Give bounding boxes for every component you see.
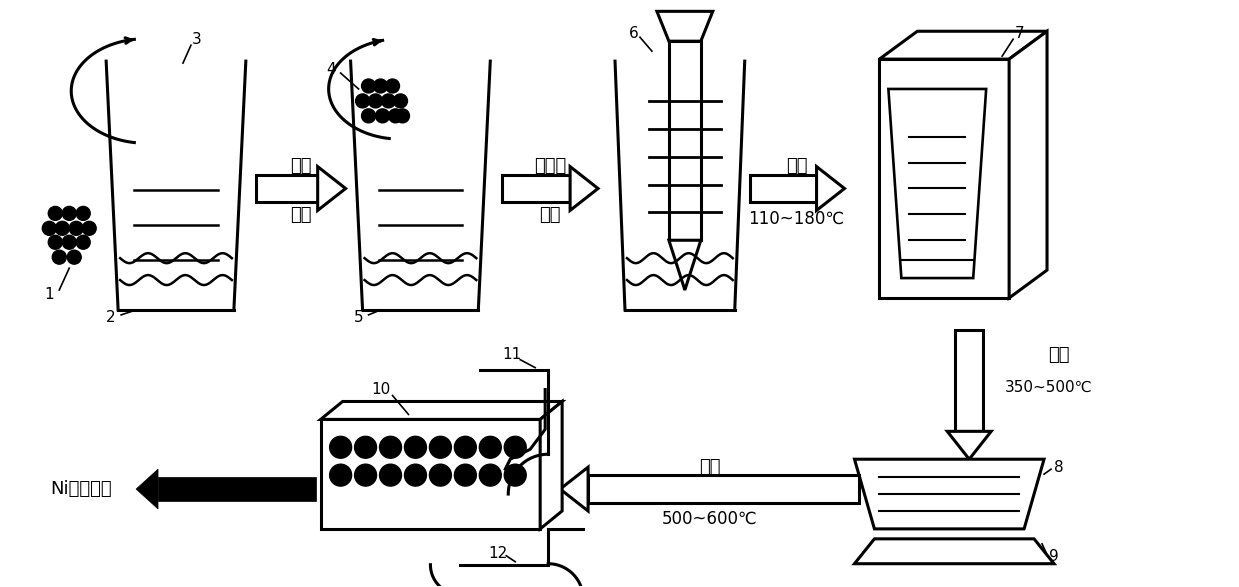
Text: 焙烧: 焙烧 bbox=[1048, 346, 1069, 364]
Text: 11: 11 bbox=[503, 347, 522, 362]
Polygon shape bbox=[502, 174, 570, 203]
Polygon shape bbox=[888, 89, 986, 278]
Circle shape bbox=[404, 436, 426, 458]
Circle shape bbox=[375, 109, 389, 123]
Circle shape bbox=[504, 436, 527, 458]
Text: 9: 9 bbox=[1049, 549, 1059, 564]
Circle shape bbox=[389, 109, 403, 123]
Circle shape bbox=[379, 436, 401, 458]
Polygon shape bbox=[570, 167, 598, 210]
Text: 6: 6 bbox=[629, 26, 639, 41]
Circle shape bbox=[385, 79, 399, 93]
Polygon shape bbox=[159, 477, 316, 501]
Polygon shape bbox=[1009, 31, 1047, 298]
Polygon shape bbox=[948, 431, 991, 459]
Circle shape bbox=[52, 250, 66, 264]
Circle shape bbox=[42, 221, 56, 235]
Text: 4: 4 bbox=[326, 62, 336, 76]
Circle shape bbox=[56, 221, 69, 235]
Circle shape bbox=[395, 109, 409, 123]
Circle shape bbox=[69, 221, 83, 235]
Circle shape bbox=[430, 464, 451, 486]
Circle shape bbox=[62, 235, 77, 249]
Circle shape bbox=[82, 221, 97, 235]
Circle shape bbox=[77, 235, 90, 249]
Text: 110~180℃: 110~180℃ bbox=[748, 210, 845, 227]
Circle shape bbox=[373, 79, 388, 93]
Polygon shape bbox=[855, 539, 1054, 564]
Circle shape bbox=[67, 250, 82, 264]
Circle shape bbox=[368, 94, 383, 108]
Circle shape bbox=[48, 207, 62, 220]
Polygon shape bbox=[589, 475, 860, 503]
Text: 还原: 还原 bbox=[699, 458, 721, 476]
Polygon shape bbox=[880, 59, 1009, 298]
Circle shape bbox=[48, 235, 62, 249]
Text: 12: 12 bbox=[488, 546, 508, 561]
Text: 震荡: 震荡 bbox=[290, 157, 311, 174]
Circle shape bbox=[362, 79, 375, 93]
Text: 5: 5 bbox=[354, 311, 363, 325]
Circle shape bbox=[404, 464, 426, 486]
Circle shape bbox=[455, 464, 476, 486]
Circle shape bbox=[479, 464, 502, 486]
Polygon shape bbox=[817, 167, 845, 210]
Circle shape bbox=[354, 464, 377, 486]
Polygon shape bbox=[669, 41, 701, 240]
Circle shape bbox=[379, 464, 401, 486]
Polygon shape bbox=[321, 419, 540, 529]
Text: 8: 8 bbox=[1054, 460, 1064, 475]
Text: 2: 2 bbox=[107, 311, 116, 325]
Text: 350~500℃: 350~500℃ bbox=[1005, 380, 1093, 395]
Circle shape bbox=[394, 94, 408, 108]
Text: 7: 7 bbox=[1015, 26, 1023, 41]
Text: 超声波: 超声波 bbox=[534, 157, 566, 174]
Circle shape bbox=[330, 436, 352, 458]
Text: 常温: 常温 bbox=[539, 207, 561, 224]
Circle shape bbox=[455, 436, 476, 458]
Circle shape bbox=[430, 436, 451, 458]
Text: 1: 1 bbox=[45, 288, 55, 302]
Text: 10: 10 bbox=[370, 382, 390, 397]
Circle shape bbox=[504, 464, 527, 486]
Polygon shape bbox=[136, 469, 159, 509]
Circle shape bbox=[330, 464, 352, 486]
Polygon shape bbox=[669, 240, 701, 290]
Polygon shape bbox=[855, 459, 1044, 529]
Polygon shape bbox=[317, 167, 346, 210]
Polygon shape bbox=[880, 31, 1047, 59]
Polygon shape bbox=[321, 402, 563, 419]
Circle shape bbox=[77, 207, 90, 220]
Polygon shape bbox=[540, 402, 563, 529]
Text: 常温: 常温 bbox=[290, 207, 311, 224]
Text: Ni基催化剂: Ni基催化剂 bbox=[51, 480, 112, 498]
Circle shape bbox=[62, 207, 77, 220]
Text: 500~600℃: 500~600℃ bbox=[662, 510, 757, 528]
Circle shape bbox=[382, 94, 395, 108]
Circle shape bbox=[356, 94, 369, 108]
Text: 干燥: 干燥 bbox=[786, 157, 808, 174]
Polygon shape bbox=[657, 11, 712, 41]
Circle shape bbox=[354, 436, 377, 458]
Polygon shape bbox=[750, 174, 817, 203]
Polygon shape bbox=[955, 330, 984, 431]
Text: 3: 3 bbox=[192, 32, 202, 47]
Circle shape bbox=[479, 436, 502, 458]
Polygon shape bbox=[560, 467, 589, 511]
Polygon shape bbox=[255, 174, 317, 203]
Circle shape bbox=[362, 109, 375, 123]
